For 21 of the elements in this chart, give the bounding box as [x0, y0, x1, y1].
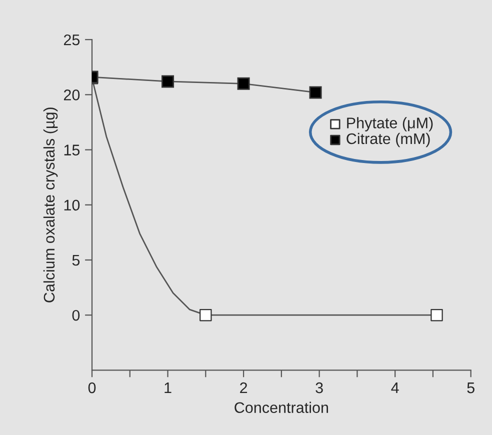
y-tick-label: 0 [72, 310, 80, 321]
legend-label: Phytate (μM) [347, 117, 433, 132]
x-tick-label: 1 [164, 382, 172, 394]
y-tick-label: 25 [64, 34, 80, 46]
x-tick-label: 3 [316, 382, 323, 394]
y-tick-label: 20 [64, 90, 80, 100]
point [430, 308, 443, 322]
x-tick-label: 2 [240, 382, 248, 394]
x-axis-title: Concentration [234, 402, 328, 414]
y-tick-label: 15 [64, 144, 80, 156]
y-tick-label: 5 [72, 255, 80, 266]
x-tick-label: 0 [88, 382, 96, 394]
point [162, 75, 174, 88]
point [237, 77, 250, 90]
y-tick-label: 10 [64, 200, 80, 211]
y-axis-title: Calcium oxalate crystals (µg) [43, 108, 58, 302]
x-tick-label: 5 [467, 382, 474, 394]
legend-label: Citrate (mM) [346, 132, 430, 148]
point [309, 86, 322, 99]
x-tick-label: 4 [391, 382, 399, 394]
point [200, 308, 212, 322]
